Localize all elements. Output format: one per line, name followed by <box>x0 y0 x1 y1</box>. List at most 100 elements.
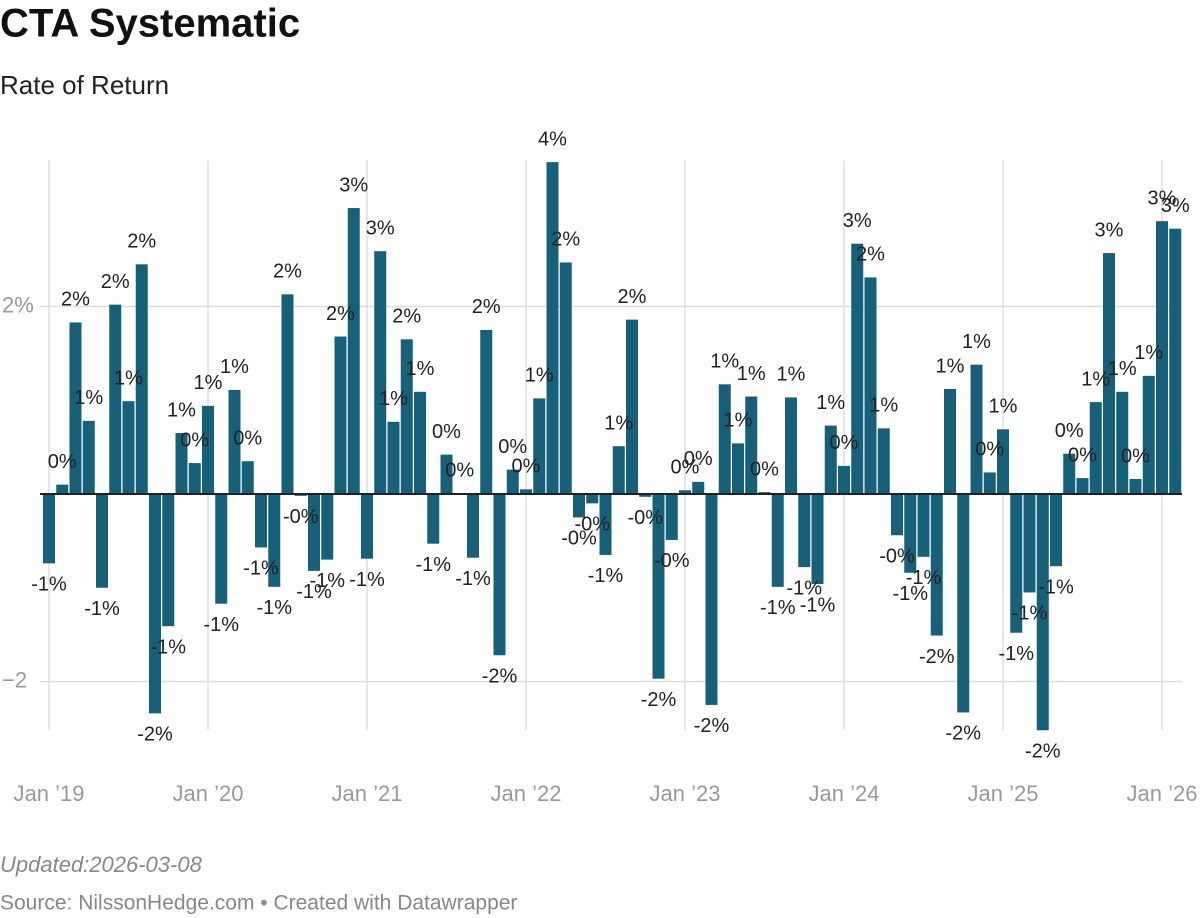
bar <box>268 494 281 587</box>
bar <box>1116 391 1129 494</box>
value-label: 3% <box>1095 219 1124 241</box>
value-label: 0% <box>180 429 209 451</box>
bar <box>559 262 572 494</box>
bar <box>361 494 373 559</box>
value-label: -1% <box>150 636 186 658</box>
bar <box>811 494 824 584</box>
bar <box>82 420 95 494</box>
value-label: 0% <box>432 421 461 443</box>
value-label: -1% <box>906 567 942 589</box>
value-label: 1% <box>737 363 766 385</box>
value-label: 1% <box>167 399 196 421</box>
bar <box>533 398 546 494</box>
x-tick-label: Jan ’22 <box>491 781 562 806</box>
bar <box>175 433 188 494</box>
value-label: -1% <box>455 568 491 590</box>
bar <box>970 364 983 494</box>
value-label: 1% <box>724 410 753 432</box>
value-label: 2% <box>61 289 90 311</box>
bar <box>904 494 917 573</box>
bar <box>228 389 241 494</box>
bar <box>997 429 1009 494</box>
bar <box>891 494 903 536</box>
bar <box>96 494 108 588</box>
bar <box>652 494 665 679</box>
bar <box>255 494 267 548</box>
value-label: -1% <box>84 598 120 620</box>
value-label: 2% <box>127 231 156 253</box>
bar <box>480 329 493 494</box>
value-label: -1% <box>1038 576 1074 598</box>
bar <box>202 405 214 494</box>
value-label: -2% <box>641 689 677 711</box>
bar <box>188 463 201 494</box>
x-tick-label: Jan ’24 <box>809 781 880 806</box>
value-label: -2% <box>919 646 955 668</box>
bar <box>745 396 758 494</box>
value-label: 1% <box>962 331 991 353</box>
x-tick-label: Jan ’21 <box>332 781 403 806</box>
bar <box>957 494 970 713</box>
value-label: 1% <box>379 388 408 410</box>
value-label: -2% <box>1025 741 1061 763</box>
value-label: 2% <box>551 229 580 251</box>
bar <box>162 494 175 627</box>
value-label: 1% <box>777 364 806 386</box>
value-label: 3% <box>339 174 368 196</box>
bar <box>215 494 228 604</box>
value-label: 1% <box>816 392 845 414</box>
bar <box>546 162 559 494</box>
bar <box>321 494 334 560</box>
bar <box>334 336 347 494</box>
bar <box>374 251 387 494</box>
bar <box>493 494 506 656</box>
value-label: -1% <box>256 597 292 619</box>
value-label: -0% <box>574 514 610 536</box>
bar <box>626 319 638 494</box>
bar <box>414 391 426 494</box>
value-label: -1% <box>296 581 332 603</box>
bar <box>851 243 864 494</box>
value-label: 0% <box>1068 444 1097 466</box>
bar <box>1142 375 1155 494</box>
bar <box>705 494 718 705</box>
bar <box>838 465 850 494</box>
value-label: 0% <box>498 436 527 458</box>
bar <box>427 494 440 544</box>
value-label: 1% <box>869 395 898 417</box>
value-label: -1% <box>892 583 928 605</box>
bar <box>347 208 360 494</box>
bar <box>771 494 784 587</box>
bar <box>149 494 161 714</box>
bar <box>400 339 413 494</box>
value-label: -0% <box>654 550 690 572</box>
value-label: 1% <box>525 365 554 387</box>
value-label: 2% <box>472 296 501 318</box>
chart-title: CTA Systematic <box>0 2 300 46</box>
bar <box>1050 494 1062 567</box>
value-label: -0% <box>627 507 663 529</box>
bar <box>1076 478 1089 494</box>
value-label: 1% <box>710 351 739 373</box>
value-label: 1% <box>406 358 435 380</box>
bar <box>122 401 135 494</box>
value-label: 3% <box>1161 195 1190 217</box>
bar <box>718 384 731 494</box>
value-label: 1% <box>74 387 103 409</box>
bar <box>520 489 532 494</box>
value-label: -1% <box>243 558 279 580</box>
value-label: 3% <box>843 210 872 232</box>
value-label: 0% <box>671 457 700 479</box>
bar <box>944 389 956 494</box>
value-label: -2% <box>945 723 981 745</box>
value-label: 1% <box>1134 342 1163 364</box>
value-label: -1% <box>800 594 836 616</box>
value-label: 2% <box>618 286 647 308</box>
bar <box>1089 402 1102 494</box>
bar <box>679 490 691 494</box>
bar <box>692 481 705 494</box>
source-note: Source: NilssonHedge.com • Created with … <box>0 892 517 915</box>
value-label: -1% <box>309 570 345 592</box>
value-label: 2% <box>273 261 302 283</box>
value-label: -1% <box>203 614 239 636</box>
